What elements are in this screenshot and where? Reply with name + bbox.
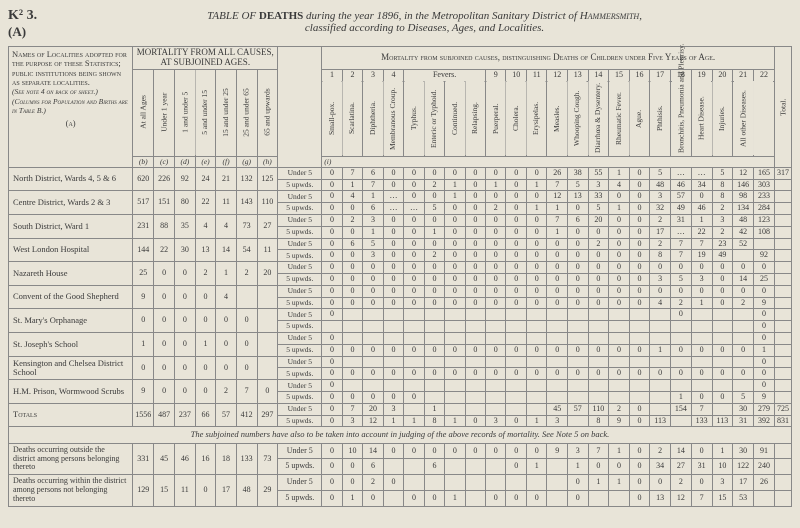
all-ages-header: At all Ages bbox=[133, 69, 154, 156]
table-row: Totals 1556487237 6657412297 Under 50720… bbox=[9, 403, 792, 415]
page-title: TABLE OF DEATHS during the year 1896, in… bbox=[57, 10, 792, 34]
mortality-child-header: Mortality from subjoined causes, disting… bbox=[322, 47, 775, 70]
age-split-header bbox=[278, 47, 322, 168]
table-row: H.M. Prison, Wormwood Scrubs 900 0270 Un… bbox=[9, 380, 792, 392]
table-row: Convent of the Good Shepherd 900 04 Unde… bbox=[9, 285, 792, 297]
table-row: Centre District, Wards 2 & 3 51715180 22… bbox=[9, 191, 792, 203]
mortality-all-header: MORTALITY FROM ALL CAUSES, AT SUBJOINED … bbox=[133, 47, 278, 70]
table-row: Nazareth House 2500 21220 Under 50000000… bbox=[9, 262, 792, 274]
table-row: West London Hospital 1442230 13145411 Un… bbox=[9, 238, 792, 250]
names-header: Names of Localities adopted for the purp… bbox=[9, 47, 133, 168]
sub-label: (A) bbox=[8, 24, 37, 40]
table-row: North District, Wards 4, 5 & 6 62022692 … bbox=[9, 167, 792, 179]
table-row: Kensington and Chelsea District School 0… bbox=[9, 356, 792, 368]
table-row: Deaths occurring within the district amo… bbox=[9, 475, 792, 491]
table-row: St. Mary's Orphanage 000 000 Under 5000 bbox=[9, 309, 792, 321]
table-row: South District, Ward 1 2318835 447327 Un… bbox=[9, 215, 792, 227]
deaths-table: Names of Localities adopted for the purp… bbox=[8, 46, 792, 507]
total-header: Total. bbox=[775, 47, 792, 168]
table-row: St. Joseph's School 100 100 Under 500 bbox=[9, 332, 792, 344]
footnote: The subjoined numbers have also to be ta… bbox=[9, 427, 792, 443]
table-row: Deaths occurring outside the district am… bbox=[9, 443, 792, 459]
ref-number: K² 3. bbox=[8, 8, 37, 24]
fevers-header: Fevers. bbox=[404, 69, 486, 81]
